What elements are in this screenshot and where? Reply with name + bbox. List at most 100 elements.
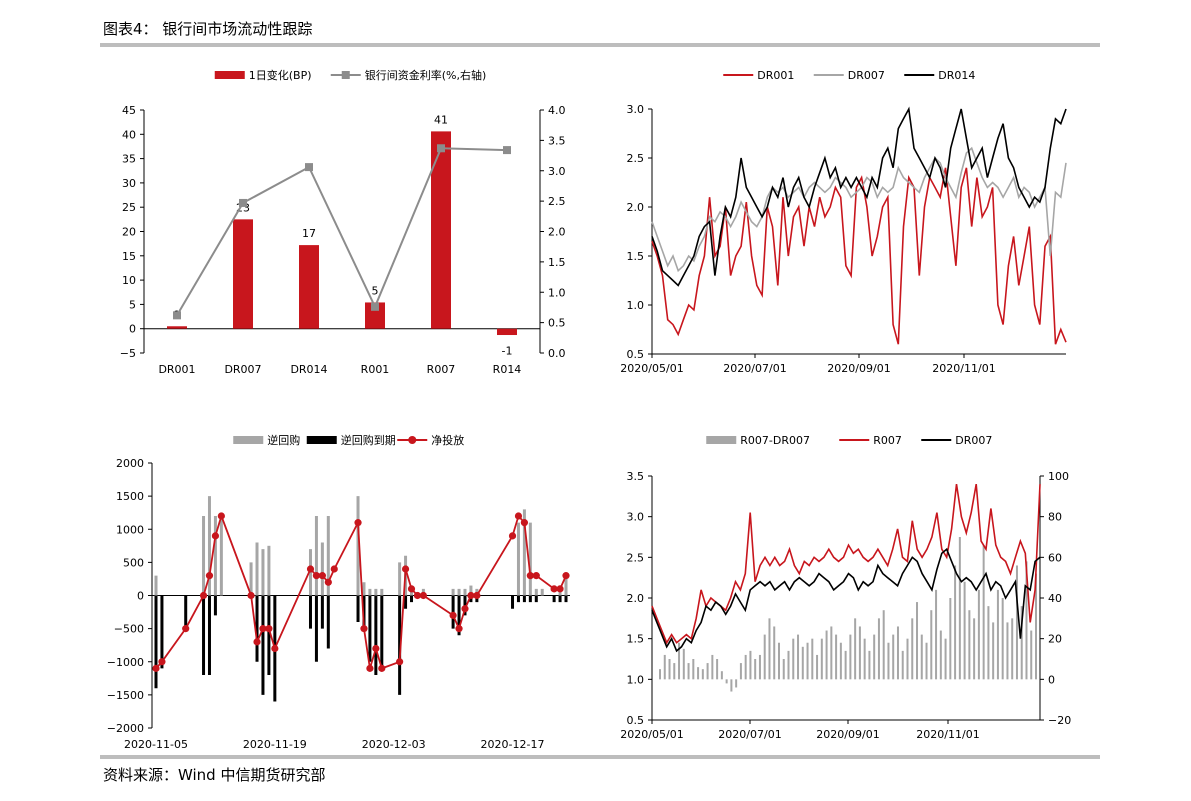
bar-reverse-repo	[362, 582, 366, 596]
bar-spread	[787, 650, 790, 680]
legend-reverse-repo-label: 逆回购	[267, 433, 300, 447]
rate-point	[371, 302, 379, 311]
bar-reverse-repo	[534, 588, 538, 596]
left-tick-label: 15	[122, 250, 136, 263]
bar-reverse-repo	[380, 588, 384, 596]
bar-reverse-repo	[249, 562, 253, 596]
bar-reverse-repo	[314, 516, 318, 596]
net-injection-point	[508, 532, 517, 540]
bar-reverse-repo-maturity	[534, 595, 538, 603]
net-injection-point	[271, 644, 279, 653]
bar-spread	[777, 642, 780, 680]
x-tick-label: 2020-12-17	[481, 738, 545, 751]
net-injection-point	[401, 565, 410, 573]
x-tick-label: 2020/09/01	[816, 728, 879, 741]
bar-reverse-repo-maturity	[326, 595, 330, 649]
bar-spread	[973, 618, 976, 680]
bar-data-label: -1	[502, 345, 513, 358]
legend-reverse-repo-maturity-swatch	[306, 436, 337, 444]
net-injection-point	[312, 572, 321, 580]
bar-data-label: 17	[302, 227, 316, 240]
right-tick-label: 0.5	[548, 317, 566, 330]
bar-reverse-repo	[398, 562, 402, 596]
bar-spread	[1025, 561, 1028, 680]
bar-reverse-repo-maturity	[154, 595, 158, 689]
net-injection-point	[182, 625, 190, 633]
left-tick-label: 40	[122, 128, 136, 141]
rate-point	[173, 311, 181, 320]
right-tick-label: 1.5	[548, 256, 566, 269]
bar-spread	[992, 622, 995, 680]
legend-r007-label: R007	[873, 434, 902, 447]
y-tick-label: 0	[137, 590, 144, 603]
bar-reverse-repo-maturity	[314, 595, 318, 662]
category-label: DR014	[290, 363, 327, 376]
bar-spread	[763, 634, 766, 680]
y-tick-label: 0.5	[627, 348, 645, 361]
bar-reverse-repo	[463, 588, 467, 596]
bar-spread	[920, 634, 923, 680]
bar-reverse-repo	[451, 588, 455, 596]
bar-spread	[663, 654, 666, 680]
bar-spread	[768, 618, 771, 680]
bar-spread	[854, 618, 857, 680]
bar-reverse-repo-maturity	[457, 595, 461, 636]
bar-spread	[882, 610, 885, 680]
bar-spread	[735, 679, 738, 688]
bar-reverse-repo-maturity	[516, 595, 520, 603]
bar-reverse-repo-maturity	[213, 595, 217, 616]
y-tick-label: −1000	[107, 656, 144, 669]
bar-spread	[678, 642, 681, 680]
bar-spread	[916, 602, 919, 680]
net-injection-point	[330, 565, 338, 573]
category-label: DR007	[224, 363, 261, 376]
bar-spread	[849, 634, 852, 680]
series-line-r007	[651, 483, 1041, 645]
bar-reverse-repo-maturity	[160, 595, 164, 669]
right-tick-label: 80	[1048, 511, 1062, 524]
bar-spread	[716, 659, 719, 680]
bar-spread	[835, 634, 838, 680]
bar-reverse-repo-maturity	[368, 595, 372, 662]
bar-spread	[720, 671, 723, 680]
bar-spread	[873, 634, 876, 680]
bar-reverse-repo	[261, 549, 265, 596]
bar-reverse-repo	[202, 516, 206, 596]
bar-reverse-repo	[213, 516, 217, 596]
bar-spread	[830, 626, 833, 680]
net-injection-point	[360, 625, 368, 633]
bar-reverse-repo-maturity	[528, 595, 532, 603]
right-tick-label: 40	[1048, 592, 1062, 605]
net-injection-point	[318, 572, 326, 580]
x-tick-label: 2020-11-19	[243, 738, 307, 751]
series-line-interbank-rate	[176, 147, 508, 316]
bar-spread	[977, 589, 980, 680]
x-tick-label: 2020/11/01	[932, 362, 995, 375]
bar-spread	[749, 650, 752, 680]
bar-spread	[896, 626, 899, 680]
net-injection-point	[473, 591, 481, 600]
left-tick-label: 30	[122, 177, 136, 190]
rate-point	[305, 163, 313, 172]
bar-reverse-repo-maturity	[552, 595, 556, 603]
right-tick-label: 1.0	[548, 286, 566, 299]
figure-title: 图表4： 银行间市场流动性跟踪	[103, 20, 313, 38]
series-line-net-injection	[155, 513, 567, 670]
series-line-dr007	[651, 547, 1041, 653]
source-note: 资料来源：Wind 中信期货研究部	[103, 766, 326, 784]
bar-daily-change	[497, 328, 517, 336]
bar-spread	[949, 598, 952, 680]
bar-spread	[692, 659, 695, 680]
bottom-divider	[100, 755, 1100, 759]
net-injection-point	[461, 605, 469, 613]
legend-dr007-label: DR007	[848, 69, 885, 82]
net-injection-point	[526, 572, 534, 580]
bar-daily-change	[365, 302, 385, 329]
legend-spread-swatch	[706, 436, 737, 444]
left-tick-label: −5	[120, 347, 136, 360]
bar-spread	[820, 638, 823, 680]
bar-reverse-repo-maturity	[255, 595, 259, 662]
bar-reverse-repo-maturity	[558, 595, 562, 603]
bar-spread	[987, 606, 990, 680]
rate-point	[437, 144, 445, 153]
